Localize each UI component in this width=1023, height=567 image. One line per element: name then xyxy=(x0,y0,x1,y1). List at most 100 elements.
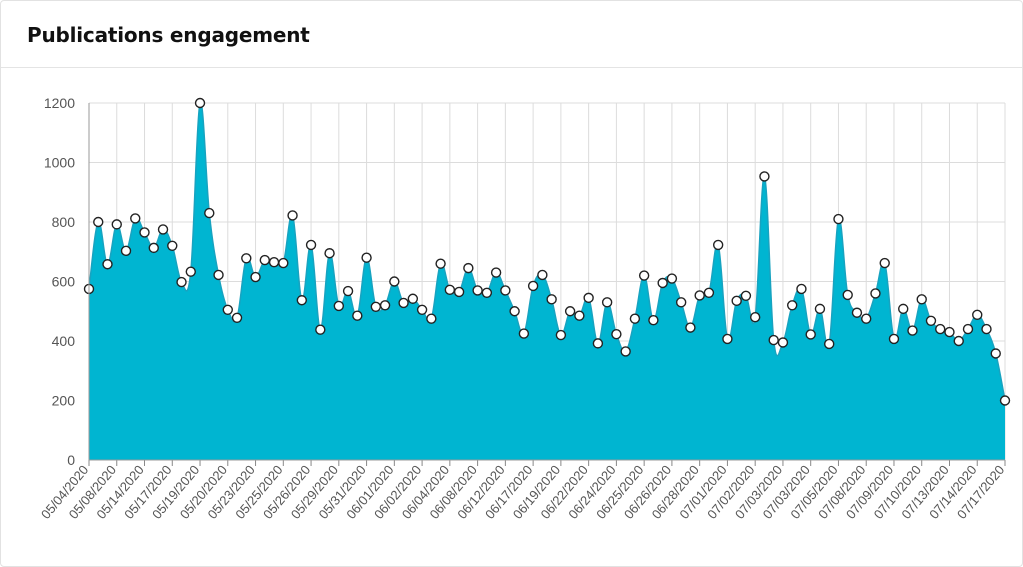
data-point-marker[interactable] xyxy=(176,276,187,288)
data-point-marker[interactable] xyxy=(213,269,224,281)
data-point-marker[interactable] xyxy=(93,216,104,228)
data-point-marker[interactable] xyxy=(675,297,687,308)
data-point-marker[interactable] xyxy=(851,307,863,318)
data-point-marker[interactable] xyxy=(139,227,150,238)
data-point-marker[interactable] xyxy=(370,301,382,312)
data-point-marker[interactable] xyxy=(194,97,206,109)
data-point-marker[interactable] xyxy=(555,329,567,341)
data-point-marker[interactable] xyxy=(898,303,909,315)
data-point-marker[interactable] xyxy=(972,309,983,321)
data-point-marker[interactable] xyxy=(888,333,900,345)
data-point-marker[interactable] xyxy=(666,273,678,284)
data-point-marker[interactable] xyxy=(398,297,409,309)
data-point-marker[interactable] xyxy=(490,267,502,278)
data-point-marker[interactable] xyxy=(268,256,280,268)
data-point-marker[interactable] xyxy=(759,171,770,182)
data-point-marker[interactable] xyxy=(824,338,835,350)
data-point-marker[interactable] xyxy=(796,283,807,295)
data-point-marker[interactable] xyxy=(592,338,604,349)
data-point-marker[interactable] xyxy=(546,294,557,305)
data-point-marker[interactable] xyxy=(278,257,289,269)
data-point-marker[interactable] xyxy=(712,239,724,251)
data-point-marker[interactable] xyxy=(130,213,141,224)
data-point-marker[interactable] xyxy=(305,239,317,251)
data-point-marker[interactable] xyxy=(870,288,881,299)
data-point-marker[interactable] xyxy=(564,306,576,317)
data-point-marker[interactable] xyxy=(990,348,1001,359)
data-point-marker[interactable] xyxy=(925,315,937,326)
data-point-marker[interactable] xyxy=(453,286,465,298)
data-point-marker[interactable] xyxy=(944,326,955,338)
data-point-marker[interactable] xyxy=(611,328,622,340)
data-point-marker[interactable] xyxy=(241,253,252,264)
data-point-marker[interactable] xyxy=(444,284,456,296)
data-point-marker[interactable] xyxy=(620,346,631,357)
data-point-marker[interactable] xyxy=(509,306,520,317)
data-point-marker[interactable] xyxy=(287,210,298,221)
data-point-marker[interactable] xyxy=(601,297,613,308)
data-point-marker[interactable] xyxy=(833,213,844,225)
data-point-marker[interactable] xyxy=(981,323,992,335)
data-point-marker[interactable] xyxy=(342,285,354,297)
data-point-marker[interactable] xyxy=(204,207,215,219)
data-point-marker[interactable] xyxy=(629,313,641,324)
data-point-marker[interactable] xyxy=(222,304,233,315)
data-point-marker[interactable] xyxy=(333,300,345,312)
data-point-marker[interactable] xyxy=(740,290,752,301)
data-point-marker[interactable] xyxy=(148,242,159,254)
data-point-marker[interactable] xyxy=(537,269,548,281)
data-point-marker[interactable] xyxy=(416,304,428,315)
data-point-marker[interactable] xyxy=(777,337,789,348)
data-point-marker[interactable] xyxy=(167,240,178,252)
data-point-marker[interactable] xyxy=(657,277,668,289)
data-point-marker[interactable] xyxy=(999,395,1011,406)
data-point-marker[interactable] xyxy=(935,323,946,335)
data-point-marker[interactable] xyxy=(500,285,511,296)
data-point-marker[interactable] xyxy=(185,266,196,277)
data-point-marker[interactable] xyxy=(953,335,964,347)
data-point-marker[interactable] xyxy=(472,285,483,296)
card-header: Publications engagement xyxy=(1,1,1022,68)
data-point-marker[interactable] xyxy=(102,259,113,270)
data-point-marker[interactable] xyxy=(463,262,474,274)
data-point-marker[interactable] xyxy=(231,312,243,323)
data-point-marker[interactable] xyxy=(731,295,742,307)
data-point-marker[interactable] xyxy=(638,270,650,281)
data-point-marker[interactable] xyxy=(259,254,270,266)
data-point-marker[interactable] xyxy=(814,303,826,315)
data-point-marker[interactable] xyxy=(361,252,372,263)
data-point-marker[interactable] xyxy=(574,310,585,321)
data-point-marker[interactable] xyxy=(685,322,696,333)
data-point-marker[interactable] xyxy=(324,248,335,259)
data-point-marker[interactable] xyxy=(583,292,594,304)
data-point-marker[interactable] xyxy=(962,323,974,335)
data-point-marker[interactable] xyxy=(879,257,890,269)
data-point-marker[interactable] xyxy=(694,290,705,301)
data-point-marker[interactable] xyxy=(722,333,733,345)
data-point-marker[interactable] xyxy=(352,310,363,321)
data-point-marker[interactable] xyxy=(111,219,122,230)
data-point-marker[interactable] xyxy=(768,334,779,346)
data-point-marker[interactable] xyxy=(518,328,530,339)
data-point-marker[interactable] xyxy=(389,276,400,287)
data-point-marker[interactable] xyxy=(157,224,169,235)
data-point-marker[interactable] xyxy=(426,313,437,324)
data-point-marker[interactable] xyxy=(407,293,419,304)
data-point-marker[interactable] xyxy=(315,324,326,335)
data-point-marker[interactable] xyxy=(842,289,853,301)
data-point-marker[interactable] xyxy=(435,258,446,269)
data-point-marker[interactable] xyxy=(296,295,308,306)
data-point-marker[interactable] xyxy=(703,287,715,299)
data-point-marker[interactable] xyxy=(786,300,798,311)
data-point-marker[interactable] xyxy=(749,311,761,323)
data-point-marker[interactable] xyxy=(648,314,659,326)
data-point-marker[interactable] xyxy=(120,245,132,257)
data-point-marker[interactable] xyxy=(481,287,493,299)
data-point-marker[interactable] xyxy=(916,294,927,305)
data-point-marker[interactable] xyxy=(527,280,539,292)
data-point-marker[interactable] xyxy=(861,313,872,324)
data-point-marker[interactable] xyxy=(250,271,261,283)
data-point-marker[interactable] xyxy=(379,300,391,311)
data-point-marker[interactable] xyxy=(805,329,816,340)
data-point-marker[interactable] xyxy=(907,325,918,336)
